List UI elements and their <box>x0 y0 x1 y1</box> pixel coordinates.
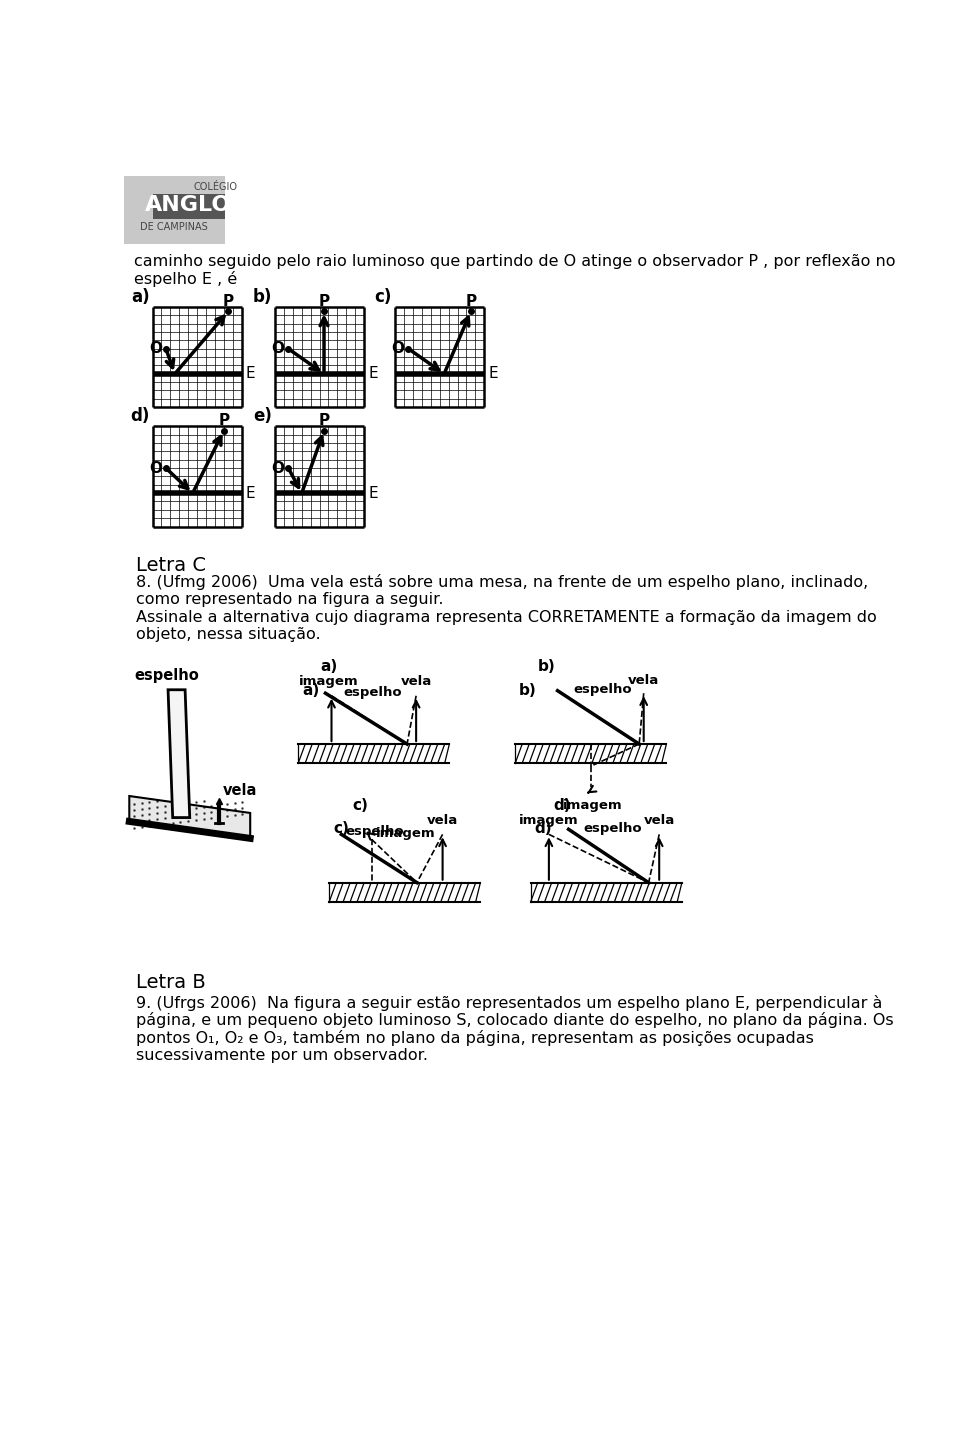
Text: Letra B: Letra B <box>135 974 205 992</box>
Text: P: P <box>319 294 329 309</box>
Polygon shape <box>130 796 251 839</box>
Text: O: O <box>272 461 284 475</box>
Text: vela: vela <box>643 814 675 827</box>
Text: Assinale a alternativa cujo diagrama representa CORRETAMENTE a formação da image: Assinale a alternativa cujo diagrama rep… <box>135 610 876 625</box>
Text: como representado na figura a seguir.: como representado na figura a seguir. <box>135 592 443 607</box>
Text: vela: vela <box>628 673 660 686</box>
Text: DE CAMPINAS: DE CAMPINAS <box>140 221 208 231</box>
Text: c): c) <box>352 798 369 813</box>
Text: P: P <box>223 294 234 309</box>
Text: P: P <box>466 294 476 309</box>
Text: 8. (Ufmg 2006)  Uma vela está sobre uma mesa, na frente de um espelho plano, inc: 8. (Ufmg 2006) Uma vela está sobre uma m… <box>135 574 868 590</box>
Text: a): a) <box>302 684 320 698</box>
Text: imagem: imagem <box>375 827 435 840</box>
Text: d): d) <box>553 798 570 813</box>
Text: espelho: espelho <box>346 826 404 839</box>
Text: vela: vela <box>400 675 432 688</box>
Text: O: O <box>272 342 284 356</box>
Text: objeto, nessa situação.: objeto, nessa situação. <box>135 628 320 642</box>
Text: O: O <box>149 342 162 356</box>
Text: Letra C: Letra C <box>135 556 205 574</box>
Text: COLÉGIO: COLÉGIO <box>194 181 238 191</box>
Text: P: P <box>218 414 229 428</box>
Text: E: E <box>488 366 497 382</box>
Text: E: E <box>368 366 377 382</box>
Text: vela: vela <box>223 783 257 797</box>
Text: O: O <box>392 342 404 356</box>
Text: página, e um pequeno objeto luminoso S, colocado diante do espelho, no plano da : página, e um pequeno objeto luminoso S, … <box>135 1012 893 1028</box>
Text: e): e) <box>253 406 272 425</box>
Text: pontos O₁, O₂ e O₃, também no plano da página, representam as posições ocupadas: pontos O₁, O₂ e O₃, também no plano da p… <box>135 1030 813 1045</box>
Text: sucessivamente por um observador.: sucessivamente por um observador. <box>135 1048 427 1063</box>
Text: caminho seguido pelo raio luminoso que partindo de O atinge o observador P , por: caminho seguido pelo raio luminoso que p… <box>134 254 896 269</box>
Text: c): c) <box>374 287 392 306</box>
Text: 9. (Ufrgs 2006)  Na figura a seguir estão representados um espelho plano E, perp: 9. (Ufrgs 2006) Na figura a seguir estão… <box>135 995 882 1011</box>
Text: imagem: imagem <box>519 814 579 827</box>
Text: O: O <box>149 461 162 475</box>
Text: c): c) <box>333 821 349 836</box>
Text: P: P <box>319 414 329 428</box>
Text: E: E <box>246 366 255 382</box>
Text: imagem: imagem <box>300 675 359 688</box>
Text: a): a) <box>131 287 150 306</box>
Text: b): b) <box>538 659 555 675</box>
Text: imagem: imagem <box>564 798 623 811</box>
Text: espelho: espelho <box>134 668 199 684</box>
Text: ANGLO: ANGLO <box>145 195 231 215</box>
Text: d): d) <box>130 406 150 425</box>
Polygon shape <box>168 689 190 817</box>
Text: E: E <box>368 485 377 501</box>
Text: a): a) <box>321 659 338 675</box>
Bar <box>124 177 225 244</box>
Text: b): b) <box>252 287 272 306</box>
Text: espelho: espelho <box>343 685 402 698</box>
Text: b): b) <box>519 684 537 698</box>
Text: espelho: espelho <box>583 821 642 834</box>
Text: E: E <box>246 485 255 501</box>
Text: d): d) <box>535 821 552 836</box>
Text: vela: vela <box>427 814 458 827</box>
Text: espelho: espelho <box>573 684 632 696</box>
Bar <box>153 194 225 218</box>
Text: espelho E , é: espelho E , é <box>134 271 237 287</box>
